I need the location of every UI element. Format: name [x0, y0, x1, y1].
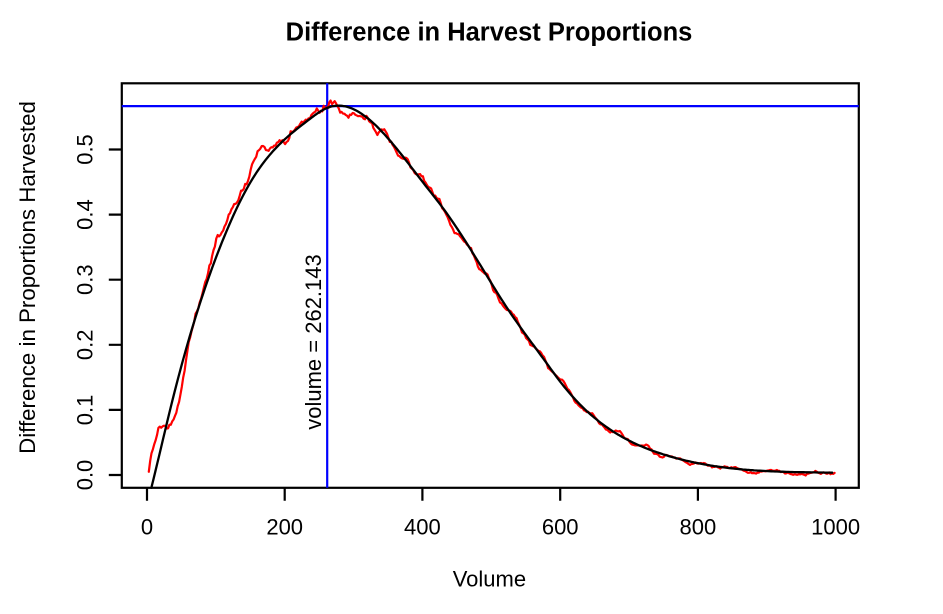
svg-text:0.2: 0.2 — [73, 330, 98, 361]
svg-text:0: 0 — [141, 515, 153, 540]
svg-text:0.0: 0.0 — [73, 460, 98, 491]
svg-text:volume = 262.143: volume = 262.143 — [301, 254, 326, 430]
svg-text:Difference in Harvest Proporti: Difference in Harvest Proportions — [286, 18, 693, 46]
svg-text:600: 600 — [542, 515, 579, 540]
svg-text:200: 200 — [266, 515, 303, 540]
svg-text:1000: 1000 — [811, 515, 860, 540]
svg-text:0.4: 0.4 — [73, 199, 98, 230]
svg-text:0.5: 0.5 — [73, 134, 98, 165]
svg-text:0.1: 0.1 — [73, 395, 98, 426]
svg-text:Difference in Proportions Harv: Difference in Proportions Harvested — [15, 101, 40, 454]
svg-text:400: 400 — [404, 515, 441, 540]
svg-text:Volume: Volume — [453, 566, 526, 591]
svg-text:0.3: 0.3 — [73, 264, 98, 295]
svg-text:800: 800 — [680, 515, 717, 540]
